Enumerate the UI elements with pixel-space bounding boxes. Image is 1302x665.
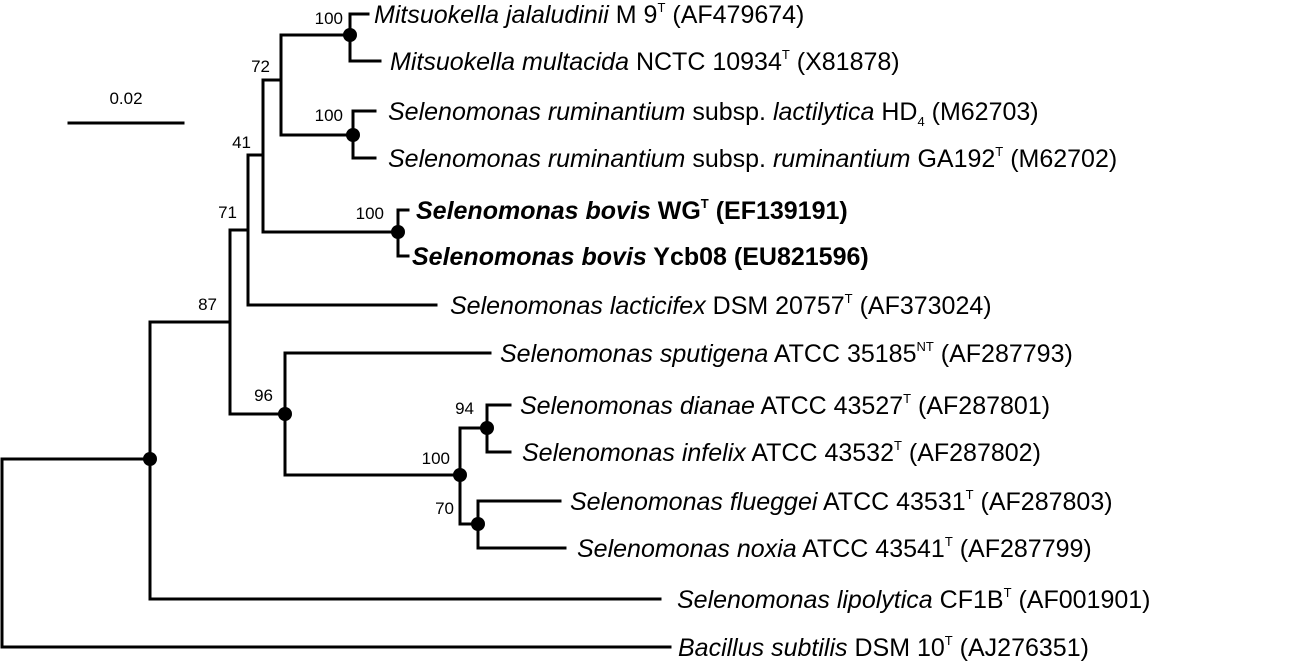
leaf-label-selenomonas-ruminantium-lactilytica: Selenomonas ruminantium subsp. lactilyti… — [388, 98, 1039, 129]
node-dot-ingroup — [143, 452, 157, 466]
leaf-label-selenomonas-ruminantium-ruminantium: Selenomonas ruminantium subsp. ruminanti… — [388, 144, 1117, 173]
node-dot-ruminantium — [346, 128, 360, 142]
leaf-label-bacillus-subtilis: Bacillus subtilis DSM 10T (AJ276351) — [678, 633, 1089, 662]
leaf-label-selenomonas-infelix: Selenomonas infelix ATCC 43532T (AF28780… — [522, 438, 1041, 467]
bootstrap-upper-clade: 41 — [232, 133, 251, 152]
leaf-label-selenomonas-noxia: Selenomonas noxia ATCC 43541T (AF287799) — [577, 534, 1092, 563]
leaf-labels: Mitsuokella jalaludinii M 9T (AF479674) … — [374, 0, 1150, 662]
bootstrap-dianae-infelix: 94 — [455, 399, 474, 418]
leaf-label-mitsuokella-jalaludinii: Mitsuokella jalaludinii M 9T (AF479674) — [374, 0, 804, 29]
bootstrap-selenomonas-core: 87 — [198, 295, 217, 314]
scale-bar-label: 0.02 — [109, 89, 142, 108]
leaf-label-selenomonas-dianae: Selenomonas dianae ATCC 43527T (AF287801… — [520, 391, 1050, 420]
node-dot-sputigena-clade — [278, 407, 292, 421]
leaf-label-selenomonas-bovis-ycb08: Selenomonas bovis Ycb08 (EU821596) — [412, 243, 869, 271]
node-dot-flueggei-noxia — [471, 517, 485, 531]
leaf-label-selenomonas-bovis-wg: Selenomonas bovis WGT (EF139191) — [416, 196, 848, 225]
bootstrap-flueggei-noxia: 70 — [435, 499, 454, 518]
leaf-label-selenomonas-lipolytica: Selenomonas lipolytica CF1BT (AF001901) — [677, 585, 1150, 614]
node-dot-bovis — [391, 225, 405, 239]
bootstrap-oral-clade: 100 — [422, 449, 450, 468]
node-dot-mitsuokella — [343, 28, 357, 42]
leaf-label-mitsuokella-multacida: Mitsuokella multacida NCTC 10934T (X8187… — [390, 47, 900, 76]
bootstrap-mitsuokella: 100 — [315, 9, 343, 28]
bootstrap-mitsuokella-ruminantium: 72 — [251, 57, 270, 76]
bootstrap-bovis: 100 — [356, 204, 384, 223]
bootstrap-sputigena-clade: 96 — [254, 386, 273, 405]
bootstrap-with-lacticifex: 71 — [218, 203, 237, 222]
leaf-label-selenomonas-sputigena: Selenomonas sputigena ATCC 35185NT (AF28… — [500, 339, 1073, 368]
bootstrap-values: 100 72 100 41 100 71 87 96 94 100 70 — [198, 9, 474, 518]
bootstrap-ruminantium: 100 — [315, 106, 343, 125]
node-dot-dianae-infelix — [480, 421, 494, 435]
leaf-label-selenomonas-flueggei: Selenomonas flueggei ATCC 43531T (AF2878… — [570, 487, 1113, 516]
node-dots — [143, 28, 494, 531]
node-dot-oral-clade — [453, 468, 467, 482]
tree-branches — [0, 12, 672, 649]
scale-bar: 0.02 — [67, 89, 185, 125]
leaf-label-selenomonas-lacticifex: Selenomonas lacticifex DSM 20757T (AF373… — [450, 291, 992, 320]
